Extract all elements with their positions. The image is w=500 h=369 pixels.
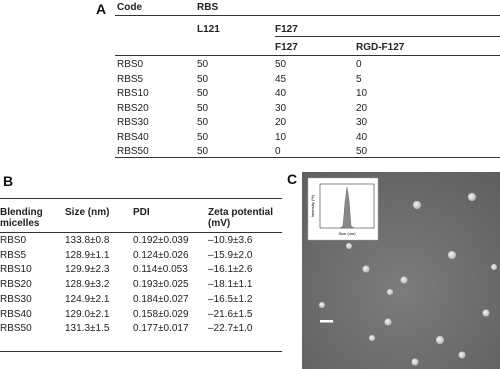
table-cell: 129.0±2.1 [65, 308, 110, 320]
column-header: L121 [197, 24, 220, 35]
table-rule [0, 232, 282, 233]
table-cell: 45 [275, 73, 287, 85]
table-cell: RBS20 [0, 279, 32, 291]
table-cell: RBS0 [0, 235, 27, 246]
inset-x-label: Size (nm) [338, 231, 356, 236]
column-header: RGD-F127 [356, 42, 405, 53]
table-cell: 128.9±1.1 [65, 249, 110, 261]
table-cell: 0 [275, 146, 281, 157]
table-cell: –15.9±2.0 [208, 249, 253, 261]
scale-bar [320, 320, 333, 323]
table-cell: 30 [356, 117, 368, 128]
table-rule [0, 198, 282, 199]
table-cell: 50 [197, 73, 209, 85]
table-cell: 124.9±2.1 [65, 293, 110, 305]
table-cell: 50 [275, 59, 287, 70]
inset-peak [339, 186, 355, 229]
column-header: Size (nm) [65, 207, 110, 218]
table-cell: –16.1±2.6 [208, 264, 253, 276]
table-cell: RBS10 [0, 264, 32, 276]
table-cell: –10.9±3.6 [208, 235, 253, 246]
table-cell: 10 [275, 131, 287, 143]
table-cell: 0.177±0.017 [133, 323, 189, 335]
nanoparticles [319, 193, 497, 366]
table-rule [115, 15, 500, 16]
table-cell: RBS50 [0, 323, 32, 335]
table-cell: RBS5 [117, 73, 144, 85]
table-cell: –18.1±1.1 [208, 279, 253, 291]
column-header: Blending micelles [0, 207, 43, 229]
table-cell: –22.7±1.0 [208, 323, 253, 335]
table-cell: 20 [356, 102, 368, 114]
column-header: PDI [133, 207, 150, 218]
table-cell: 50 [197, 88, 209, 99]
table-rule [115, 55, 500, 56]
panel-label: B [3, 173, 14, 189]
table-cell: –21.6±1.5 [208, 308, 253, 320]
panel-label: C [287, 171, 298, 187]
table-cell: 0.184±0.027 [133, 293, 189, 305]
table-cell: 50 [197, 59, 209, 70]
column-header: RBS [197, 2, 219, 13]
table-cell: 0 [356, 59, 362, 70]
table-cell: RBS50 [117, 146, 149, 157]
table-cell: 0.192±0.039 [133, 235, 189, 246]
table-cell: 40 [275, 88, 287, 99]
table-rule [115, 157, 500, 158]
table-cell: RBS0 [117, 59, 144, 70]
table-cell: 0.158±0.029 [133, 308, 189, 320]
table-cell: 128.9±3.2 [65, 279, 110, 291]
table-cell: RBS20 [117, 102, 149, 114]
table-cell: RBS40 [117, 131, 149, 143]
table-cell: 0.114±0.053 [133, 264, 188, 276]
table-cell: –16.5±1.2 [208, 293, 253, 305]
table-cell: RBS30 [117, 117, 149, 128]
inset [307, 177, 379, 241]
sem-image: Intensity (%) Size (nm) [302, 172, 500, 369]
table-cell: RBS10 [117, 88, 149, 99]
column-header: Code [117, 2, 142, 13]
panel-label: A [96, 1, 107, 17]
table-cell: 30 [275, 102, 287, 114]
table-cell: 50 [356, 146, 368, 157]
table-cell: 131.3±1.5 [65, 323, 110, 335]
column-header: F127 [275, 42, 298, 53]
table-cell: 133.8±0.8 [65, 235, 110, 246]
table-cell: RBS30 [0, 293, 32, 305]
table-cell: 50 [197, 117, 209, 128]
table-cell: RBS5 [0, 249, 27, 261]
table-cell: 50 [197, 131, 209, 143]
column-header: F127 [275, 24, 298, 35]
table-cell: 50 [197, 146, 209, 157]
table-cell: 0.193±0.025 [133, 279, 189, 291]
table-cell: 50 [197, 102, 209, 114]
table-cell: 129.9±2.3 [65, 264, 110, 276]
table-cell: RBS40 [0, 308, 32, 320]
table-rule [275, 36, 500, 37]
table-cell: 20 [275, 117, 287, 128]
column-header: Zeta potential (mV) [208, 207, 274, 229]
inset-y-label: Intensity (%) [310, 194, 315, 217]
table-cell: 40 [356, 131, 368, 143]
table-cell: 10 [356, 88, 368, 99]
table-rule [0, 351, 282, 352]
table-cell: 5 [356, 73, 362, 85]
table-cell: 0.124±0.026 [133, 249, 189, 261]
